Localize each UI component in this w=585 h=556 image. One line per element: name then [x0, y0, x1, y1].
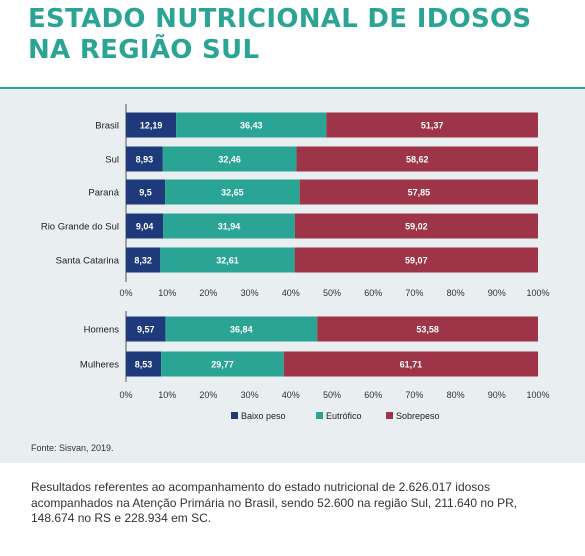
x-tick-label: 0% [119, 288, 132, 298]
x-tick-label: 70% [405, 288, 423, 298]
category-label: Sul [105, 155, 119, 166]
source-note: Fonte: Sisvan, 2019. [31, 443, 114, 453]
bar-segment [176, 112, 327, 138]
x-tick-label: 10% [158, 390, 176, 400]
bar-segment [126, 112, 177, 138]
x-tick-label: 90% [488, 390, 506, 400]
x-tick-label: 50% [323, 288, 341, 298]
bar-segment [165, 316, 318, 342]
data-label: 9,5 [139, 188, 152, 198]
category-label: Mulheres [80, 360, 119, 371]
x-tick-label: 20% [199, 390, 217, 400]
x-tick-label: 100% [526, 288, 549, 298]
bar-segment [160, 247, 295, 273]
x-tick-label: 60% [364, 390, 382, 400]
bar-segment [162, 146, 297, 172]
x-tick-label: 0% [119, 390, 132, 400]
bar-segment [126, 351, 162, 377]
x-tick-label: 90% [488, 288, 506, 298]
bar-segment [283, 351, 539, 377]
bar-segment [299, 179, 538, 205]
bar-segment [126, 247, 161, 273]
x-tick-label: 70% [405, 390, 423, 400]
data-label: 36,84 [230, 325, 253, 335]
bar-segment [317, 316, 538, 342]
legend-swatch [386, 412, 393, 419]
legend-swatch [316, 412, 323, 419]
data-label: 59,07 [405, 256, 428, 266]
bar-segment [126, 179, 166, 205]
data-label: 9,57 [137, 325, 155, 335]
data-label: 53,58 [416, 325, 439, 335]
data-label: 61,71 [400, 360, 423, 370]
data-label: 31,94 [218, 222, 241, 232]
data-label: 8,93 [136, 155, 154, 165]
x-tick-label: 10% [158, 288, 176, 298]
data-label: 32,61 [216, 256, 239, 266]
bar-segment [161, 351, 284, 377]
bar-segment [126, 213, 164, 239]
data-label: 32,65 [221, 188, 244, 198]
data-label: 58,62 [406, 155, 429, 165]
bar-segment [326, 112, 538, 138]
x-tick-label: 80% [447, 390, 465, 400]
data-label: 12,19 [140, 121, 163, 131]
title-divider [0, 87, 585, 89]
category-label: Paraná [88, 188, 119, 199]
x-tick-label: 40% [282, 390, 300, 400]
data-label: 36,43 [240, 121, 263, 131]
bar-segment [294, 213, 538, 239]
page-title: ESTADO NUTRICIONAL DE IDOSOS NA REGIÃO S… [28, 4, 532, 65]
data-label: 32,46 [218, 155, 241, 165]
bar-segment [165, 179, 300, 205]
x-tick-label: 100% [526, 390, 549, 400]
category-label: Homens [84, 325, 120, 336]
legend-entry: Baixo peso [241, 411, 286, 421]
bar-segment [296, 146, 539, 172]
chart-area: 0% 10% 20% 30% 40% 50% 60% 70% 80% 90% 100% Brasil 1… [41, 104, 550, 421]
x-tick-label: 80% [447, 288, 465, 298]
data-label: 59,02 [405, 222, 428, 232]
data-label: 51,37 [421, 121, 444, 131]
x-tick-label: 30% [241, 390, 259, 400]
bar-segment [126, 316, 166, 342]
data-label: 8,32 [134, 256, 152, 266]
legend-swatch [231, 412, 238, 419]
legend-entry: Sobrepeso [396, 411, 440, 421]
x-tick-label: 40% [282, 288, 300, 298]
data-label: 29,77 [211, 360, 234, 370]
x-tick-label: 20% [199, 288, 217, 298]
footnote-text: Resultados referentes ao acompanhamento … [31, 480, 518, 525]
legend-entry: Eutrófico [326, 411, 362, 421]
bar-segment [126, 146, 163, 172]
data-label: 8,53 [135, 360, 153, 370]
x-tick-label: 50% [323, 390, 341, 400]
data-label: 57,85 [408, 188, 431, 198]
bar-segment [294, 247, 538, 273]
category-label: Rio Grande do Sul [41, 222, 119, 233]
category-label: Santa Catarina [56, 256, 120, 267]
x-tick-label: 60% [364, 288, 382, 298]
category-label: Brasil [95, 121, 119, 132]
data-label: 9,04 [136, 222, 154, 232]
bar-segment [163, 213, 295, 239]
x-tick-label: 30% [241, 288, 259, 298]
